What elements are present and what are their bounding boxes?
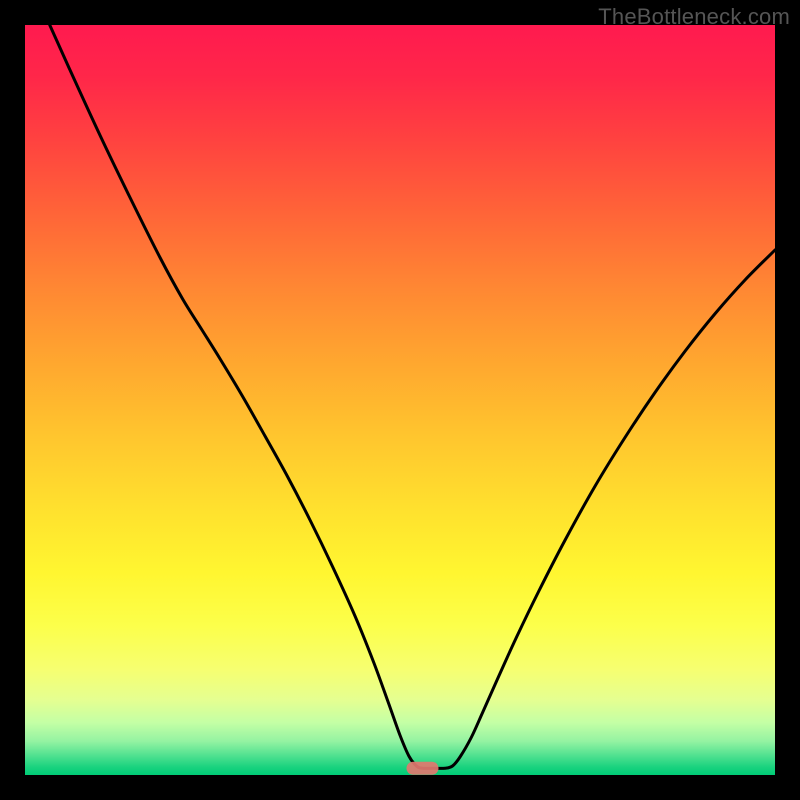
plot-background [25, 25, 775, 775]
bottleneck-chart: TheBottleneck.com [0, 0, 800, 800]
chart-svg [0, 0, 800, 800]
watermark-text: TheBottleneck.com [598, 4, 790, 30]
optimal-marker [407, 762, 439, 775]
